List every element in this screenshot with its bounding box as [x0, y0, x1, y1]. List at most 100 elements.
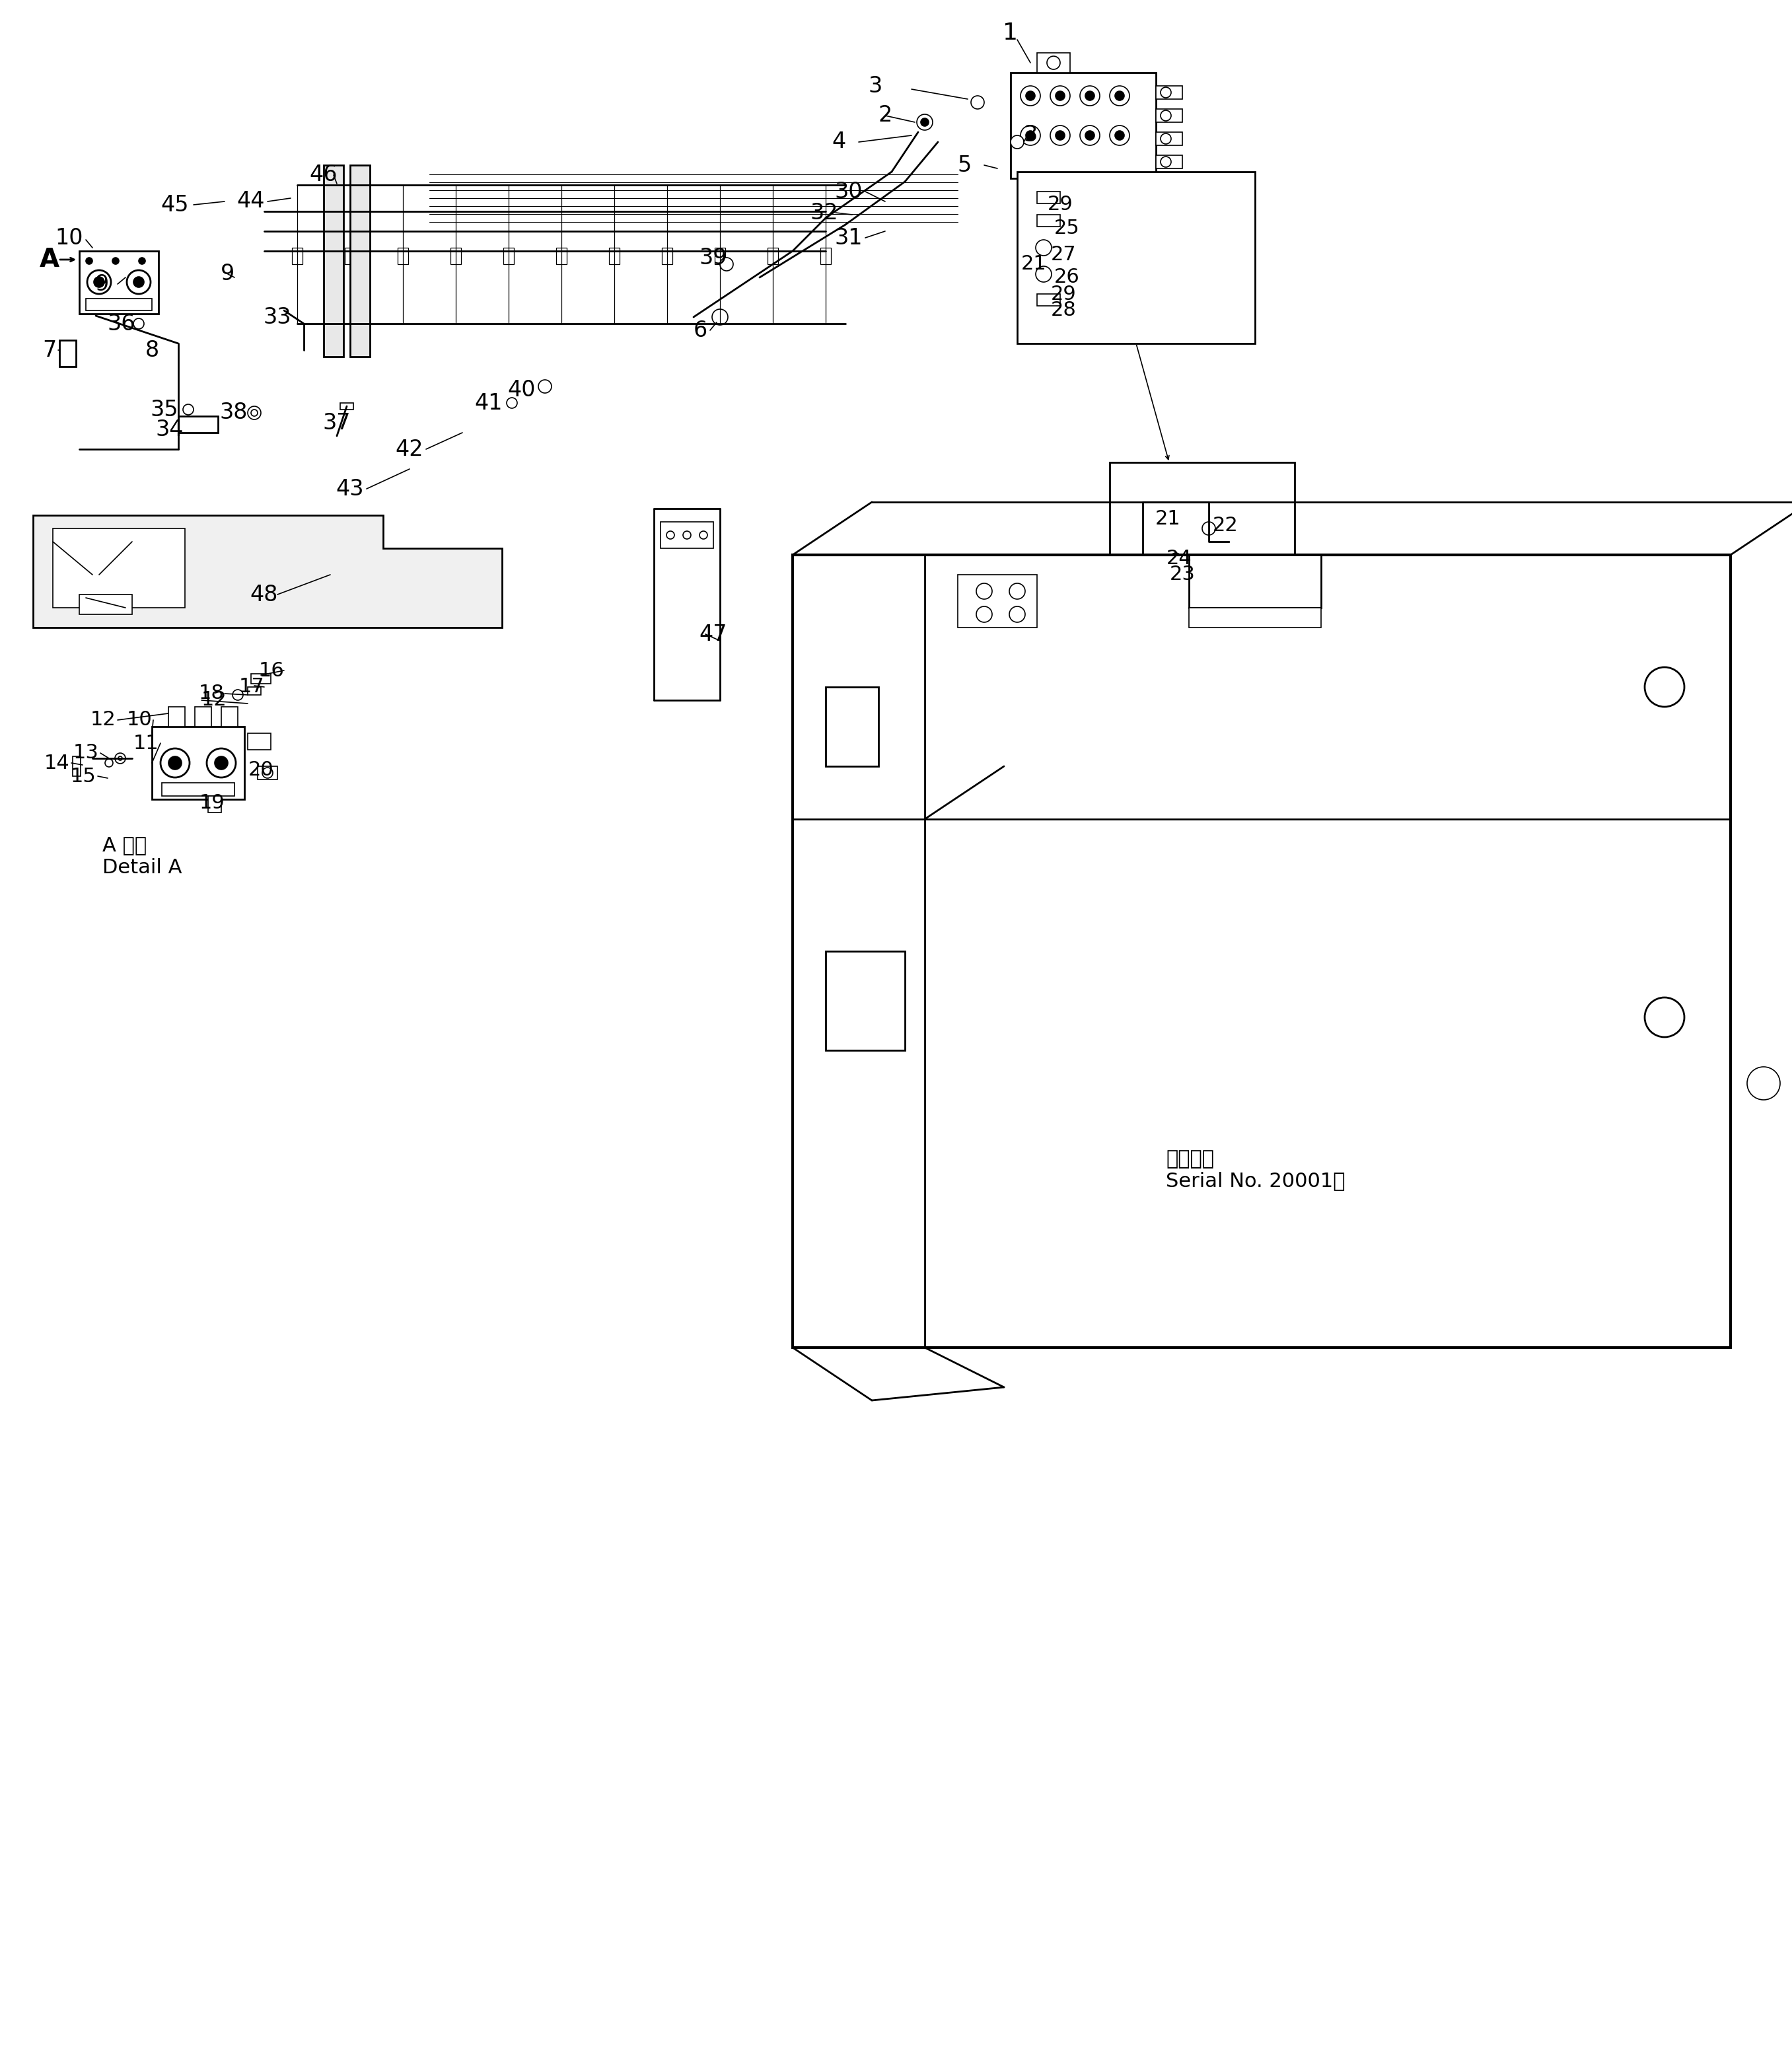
Bar [1109, 463, 1294, 607]
Bar [1038, 191, 1061, 204]
Text: 10: 10 [56, 226, 84, 249]
Bar [179, 416, 219, 432]
Circle shape [262, 768, 272, 778]
Circle shape [106, 760, 113, 766]
Bar [247, 688, 262, 696]
Circle shape [1115, 91, 1124, 101]
Text: 12: 12 [90, 710, 116, 729]
Bar [152, 727, 244, 799]
Text: 47: 47 [699, 624, 728, 644]
Circle shape [1161, 86, 1172, 97]
Circle shape [247, 406, 262, 420]
Bar [1038, 294, 1061, 307]
Circle shape [1020, 86, 1041, 105]
Text: 46: 46 [310, 165, 337, 185]
Circle shape [977, 583, 993, 599]
Circle shape [127, 270, 151, 294]
Text: 29: 29 [1050, 284, 1077, 303]
Text: 13: 13 [73, 743, 99, 762]
Bar [826, 951, 905, 1050]
Circle shape [1050, 86, 1070, 105]
Bar [450, 247, 461, 264]
Bar [957, 574, 1038, 628]
Bar [86, 299, 152, 311]
Text: 25: 25 [1054, 218, 1079, 237]
Text: 3: 3 [1023, 124, 1038, 146]
Circle shape [1086, 132, 1095, 140]
Text: 20: 20 [249, 760, 274, 778]
Circle shape [971, 97, 984, 109]
Circle shape [88, 270, 111, 294]
Bar [59, 340, 75, 367]
Bar [1188, 554, 1321, 607]
Text: 29: 29 [1047, 196, 1073, 214]
Text: 適用号機
Serial No. 20001～: 適用号機 Serial No. 20001～ [1167, 1149, 1346, 1190]
Text: 3: 3 [867, 74, 882, 97]
Text: 36: 36 [108, 313, 136, 334]
Text: 9: 9 [220, 264, 235, 284]
Circle shape [1645, 997, 1684, 1038]
Circle shape [711, 309, 728, 325]
Text: 33: 33 [263, 307, 292, 327]
Bar [247, 733, 271, 749]
Polygon shape [32, 515, 502, 628]
Circle shape [118, 756, 122, 760]
Bar [1188, 607, 1321, 628]
Circle shape [206, 747, 237, 778]
Text: 28: 28 [1050, 301, 1077, 319]
Text: 8: 8 [145, 340, 159, 360]
Bar [220, 706, 238, 727]
Text: 9: 9 [95, 274, 109, 294]
Circle shape [1081, 86, 1100, 105]
Circle shape [1202, 521, 1215, 535]
Bar [292, 247, 303, 264]
Circle shape [507, 397, 518, 408]
Circle shape [1161, 156, 1172, 167]
Bar [609, 247, 620, 264]
Bar [208, 797, 220, 813]
Circle shape [183, 404, 194, 414]
Circle shape [1109, 86, 1129, 105]
Text: 48: 48 [251, 583, 278, 605]
Circle shape [918, 115, 932, 130]
Circle shape [921, 117, 928, 126]
Bar [344, 247, 355, 264]
Text: 31: 31 [835, 226, 862, 249]
Circle shape [1036, 239, 1052, 255]
Text: 10: 10 [125, 710, 152, 729]
Circle shape [1009, 607, 1025, 622]
Text: 41: 41 [475, 391, 504, 414]
Text: 44: 44 [237, 191, 265, 212]
Circle shape [1747, 1067, 1779, 1100]
Text: 19: 19 [199, 793, 224, 811]
Circle shape [1170, 554, 1181, 564]
Text: 18: 18 [199, 684, 224, 704]
Circle shape [215, 756, 228, 770]
Text: 17: 17 [238, 677, 263, 696]
Circle shape [138, 257, 145, 264]
Circle shape [683, 531, 692, 539]
Text: 35: 35 [151, 399, 179, 420]
Bar [1011, 72, 1156, 179]
Circle shape [1050, 126, 1070, 146]
Circle shape [1109, 126, 1129, 146]
Text: 2: 2 [878, 105, 892, 126]
Bar [1156, 154, 1183, 169]
Circle shape [1161, 111, 1172, 121]
Circle shape [1020, 126, 1041, 146]
Circle shape [977, 607, 993, 622]
Text: A: A [39, 247, 59, 272]
Text: 21: 21 [1021, 255, 1047, 274]
Text: 26: 26 [1054, 268, 1079, 286]
Bar [73, 756, 81, 776]
Circle shape [161, 747, 190, 778]
Circle shape [1055, 132, 1064, 140]
Circle shape [1161, 134, 1172, 144]
Text: 34: 34 [156, 418, 183, 441]
Text: 39: 39 [699, 247, 728, 268]
Text: 42: 42 [396, 439, 423, 459]
Text: 43: 43 [337, 478, 364, 500]
Bar [821, 247, 831, 264]
Text: 27: 27 [1050, 245, 1077, 264]
Circle shape [115, 754, 125, 764]
